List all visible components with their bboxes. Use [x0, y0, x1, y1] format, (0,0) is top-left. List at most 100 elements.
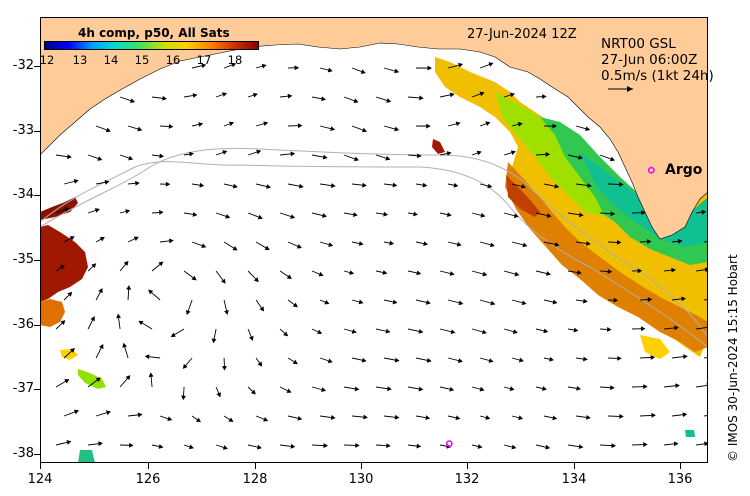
- x-label-126: 126: [135, 472, 161, 487]
- current-vector-head: [480, 212, 486, 218]
- current-vector-head: [144, 354, 150, 360]
- current-vector-head: [586, 241, 591, 246]
- x-tick: [574, 463, 575, 469]
- current-vector: [696, 384, 708, 388]
- current-vector-head: [123, 260, 129, 266]
- current-vector-head: [360, 69, 366, 74]
- current-vector-head: [137, 126, 143, 132]
- current-vector-head: [148, 289, 154, 295]
- current-vector-head: [323, 443, 328, 449]
- current-vector-head: [610, 211, 616, 217]
- current-vector: [704, 356, 708, 359]
- current-vector-head: [386, 443, 391, 449]
- current-vector-head: [232, 245, 238, 251]
- y-label-38: -38: [12, 446, 34, 461]
- sst-patch-shelf-orange: [505, 162, 708, 352]
- x-tick: [255, 463, 256, 469]
- current-vector-head: [256, 149, 262, 155]
- current-vector-head: [609, 156, 615, 162]
- current-vector-head: [616, 239, 622, 245]
- current-vector-head: [330, 415, 336, 420]
- current-vector-head: [488, 358, 494, 363]
- y-label-37: -37: [12, 381, 34, 396]
- current-vector-head: [225, 214, 231, 219]
- current-vector-head: [416, 153, 422, 159]
- current-vector-head: [199, 182, 205, 188]
- current-vector-head: [361, 357, 367, 363]
- sst-patch-west-orange: [40, 299, 65, 327]
- sst-patch-west-red: [40, 225, 88, 302]
- current-vector-head: [354, 386, 360, 392]
- current-vector-head: [675, 383, 680, 389]
- x-label-124: 124: [27, 472, 53, 487]
- current-vector-head: [573, 327, 579, 333]
- current-vector-head: [104, 179, 110, 185]
- current-vector-head: [263, 121, 269, 127]
- current-vector-head: [552, 123, 558, 129]
- current-vector-head: [201, 63, 207, 69]
- y-tick: [34, 66, 40, 67]
- current-vector-head: [637, 268, 643, 274]
- current-vector-head: [192, 93, 198, 98]
- current-vector-head: [222, 445, 228, 450]
- current-vector-head: [449, 92, 455, 98]
- current-vector-head: [290, 214, 296, 219]
- current-vector-head: [330, 126, 336, 132]
- current-vector-head: [477, 444, 483, 449]
- current-vector-head: [159, 153, 165, 159]
- current-vector-head: [222, 92, 228, 97]
- current-vector-head: [646, 239, 652, 245]
- current-vector-head: [450, 329, 456, 335]
- current-vector-head: [394, 357, 400, 363]
- current-vector-head: [224, 309, 229, 315]
- sst-patch-west-yellow: [60, 349, 78, 360]
- current-vector-head: [577, 270, 582, 275]
- current-vector-head: [94, 208, 100, 213]
- current-vector-head: [457, 358, 463, 363]
- current-vector-head: [168, 124, 174, 129]
- current-vector-head: [674, 325, 679, 331]
- current-vector: [696, 326, 708, 330]
- current-vector-head: [481, 329, 487, 335]
- map-area[interactable]: [40, 17, 708, 463]
- current-vector-head: [257, 444, 262, 450]
- current-vector-head: [511, 444, 517, 450]
- current-vector-head: [330, 183, 336, 188]
- colorbar-tick-14: 14: [103, 53, 119, 67]
- current-vector-head: [169, 238, 174, 244]
- current-vector-head: [453, 182, 459, 188]
- current-vector-head: [387, 386, 392, 392]
- current-vector-head: [490, 300, 496, 306]
- bathymetry-contours: [40, 147, 708, 348]
- argo-floats: [445, 166, 655, 448]
- current-vector-head: [546, 271, 551, 276]
- y-label-32: -32: [12, 58, 34, 73]
- current-vector-head: [641, 210, 646, 216]
- argo-float-marker[interactable]: [647, 166, 655, 174]
- current-vector-head: [522, 242, 528, 248]
- x-tick: [467, 463, 468, 469]
- current-vector-head: [610, 385, 615, 391]
- current-vector-head: [181, 395, 186, 401]
- current-vector-head: [130, 98, 136, 103]
- current-vector-head: [148, 372, 154, 377]
- current-vector-head: [167, 416, 173, 422]
- current-vector-head: [683, 354, 688, 360]
- current-vector-head: [69, 348, 75, 353]
- x-label-130: 130: [348, 472, 374, 487]
- current-vector-head: [294, 65, 300, 71]
- y-tick: [34, 195, 40, 196]
- current-vector-head: [385, 155, 391, 161]
- current-vector-head: [322, 154, 328, 160]
- current-vector-head: [188, 444, 194, 450]
- current-vector-head: [586, 414, 591, 420]
- argo-float-marker[interactable]: [445, 440, 453, 448]
- current-vector-head: [426, 357, 432, 363]
- current-vector-head: [297, 415, 303, 421]
- current-vector-head: [640, 326, 646, 332]
- current-vector-head: [60, 320, 66, 325]
- current-vector-head: [211, 338, 217, 344]
- current-vector-head: [198, 122, 204, 127]
- current-vector-head: [192, 212, 198, 217]
- current-vector-head: [394, 68, 400, 74]
